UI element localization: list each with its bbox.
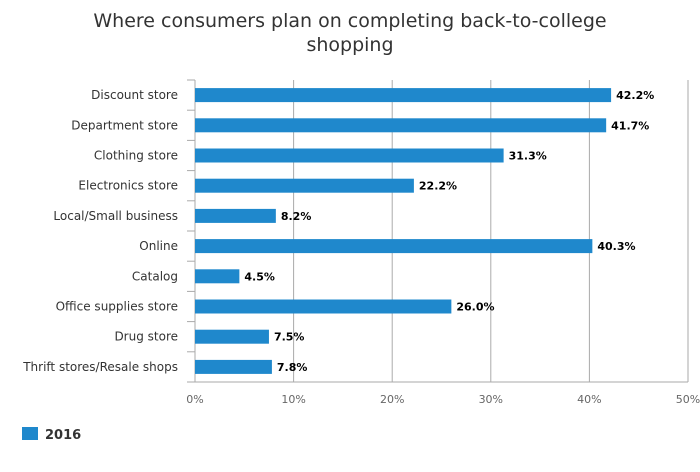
x-tick-label: 30% — [479, 393, 503, 406]
data-label: 8.2% — [281, 210, 312, 223]
x-tick-label: 0% — [186, 393, 203, 406]
data-label: 4.5% — [244, 270, 275, 283]
bar[interactable] — [195, 299, 452, 314]
category-label: Clothing store — [94, 149, 178, 163]
title-text: Where consumers plan on completing back-… — [93, 10, 606, 56]
data-label: 26.0% — [456, 301, 494, 314]
data-label: 41.7% — [611, 119, 649, 132]
x-tick-label: 10% — [281, 393, 305, 406]
legend[interactable]: 2016 — [22, 427, 81, 443]
category-label: Local/Small business — [53, 209, 178, 223]
legend-label: 2016 — [45, 428, 81, 443]
bar[interactable] — [195, 208, 276, 223]
bar[interactable] — [195, 269, 240, 284]
data-label: 42.2% — [616, 89, 654, 102]
bar[interactable] — [195, 88, 612, 103]
legend-swatch — [22, 427, 38, 440]
data-label: 7.8% — [277, 361, 308, 374]
category-label: Online — [139, 239, 178, 253]
data-label: 7.5% — [274, 331, 305, 344]
category-label: Office supplies store — [56, 300, 178, 314]
title-line: Where consumers plan on completing back-… — [93, 10, 606, 32]
bar[interactable] — [195, 239, 593, 254]
category-label: Thrift stores/Resale shops — [22, 360, 178, 374]
bar[interactable] — [195, 359, 272, 374]
chart-title: Where consumers plan on completing back-… — [93, 10, 606, 56]
x-tick-label: 50% — [676, 393, 700, 406]
x-tick-label: 20% — [380, 393, 404, 406]
axes: 0% 10% 20% 30% 40% 50% Discount store Departmen… — [22, 79, 700, 406]
bar[interactable] — [195, 118, 607, 133]
title-line: shopping — [306, 34, 393, 56]
bar[interactable] — [195, 178, 414, 193]
category-label: Discount store — [91, 88, 178, 102]
x-tick-label: 40% — [577, 393, 601, 406]
category-label: Drug store — [114, 330, 178, 344]
data-label: 22.2% — [419, 180, 457, 193]
category-label: Catalog — [132, 269, 178, 283]
bar[interactable] — [195, 148, 504, 163]
bar[interactable] — [195, 329, 269, 344]
category-label: Electronics store — [78, 179, 178, 193]
data-label: 40.3% — [597, 240, 635, 253]
bars: 42.2% 41.7% 31.3% 22.2% 8.2% 40.3% 4.5% 26.0% 7.… — [195, 88, 654, 374]
data-label: 31.3% — [509, 150, 547, 163]
category-label: Department store — [71, 118, 178, 132]
